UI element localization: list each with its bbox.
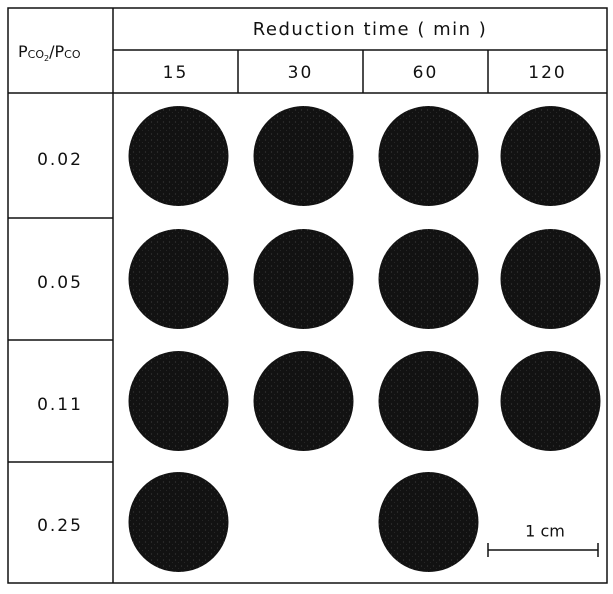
sample-pellet: [379, 229, 479, 329]
sample-pellet: [501, 229, 601, 329]
sample-pellet: [379, 106, 479, 206]
sample-pellet: [501, 106, 601, 206]
ratio-p: P: [18, 42, 28, 61]
sample-pellet: [254, 106, 354, 206]
sample-pellet: [129, 229, 229, 329]
column-header: 30: [288, 63, 314, 83]
sample-pellet: [379, 351, 479, 451]
column-header: 120: [528, 63, 566, 83]
ratio-sub: CO: [28, 48, 45, 61]
sample-pellet: [129, 472, 229, 572]
sample-pellet: [501, 351, 601, 451]
row-label: 0.11: [37, 395, 83, 415]
column-header: 60: [413, 63, 439, 83]
sample-pellet: [129, 106, 229, 206]
figure: PCO2/PCO Reduction time ( min ) 1 cm 15 3…: [0, 0, 613, 590]
sample-pellet: [379, 472, 479, 572]
ratio-p: /P: [49, 42, 64, 61]
row-label: 0.02: [37, 150, 83, 170]
ratio-sub: CO: [64, 48, 81, 61]
row-label: 0.05: [37, 273, 83, 293]
scale-label: 1 cm: [525, 522, 565, 541]
sample-pellet: [254, 351, 354, 451]
row-label: 0.25: [37, 516, 83, 536]
column-group-title: Reduction time ( min ): [253, 19, 488, 40]
ratio-label: PCO2/PCO: [18, 42, 81, 63]
sample-pellet: [254, 229, 354, 329]
column-header: 15: [163, 63, 189, 83]
sample-pellet: [129, 351, 229, 451]
